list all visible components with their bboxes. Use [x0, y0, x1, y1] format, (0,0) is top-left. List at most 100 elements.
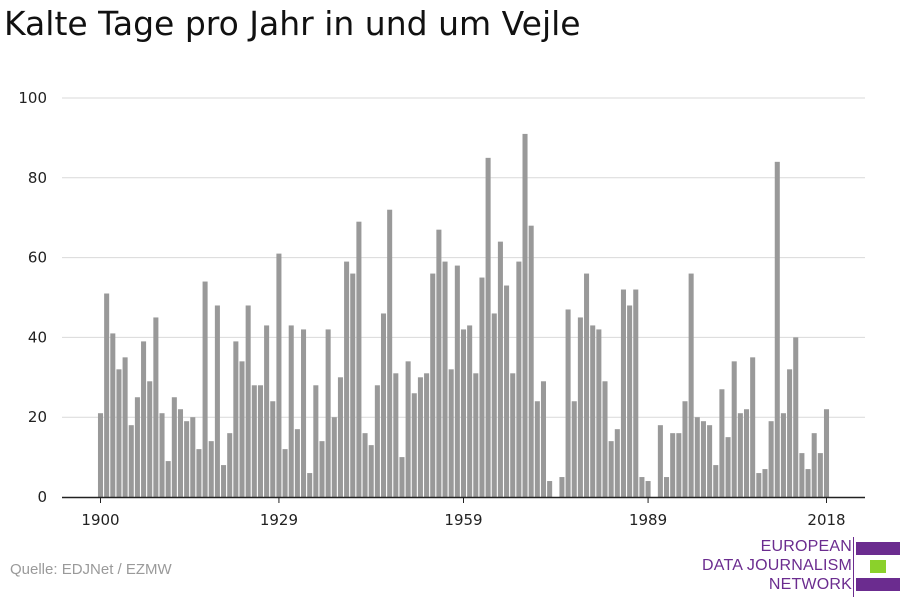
bar-1944 — [368, 445, 374, 497]
bar-1969 — [522, 133, 528, 497]
bar-1930 — [282, 449, 288, 497]
bar-1992 — [664, 477, 670, 497]
bar-1954 — [430, 273, 436, 497]
bar-1960 — [467, 325, 473, 497]
bar-1904 — [122, 357, 128, 497]
bar-1973 — [547, 481, 553, 497]
bar-1961 — [473, 373, 479, 497]
bar-1924 — [245, 305, 251, 497]
bar-2000 — [713, 465, 719, 497]
bar-1925 — [251, 385, 257, 497]
bar-2010 — [774, 161, 780, 497]
bar-1958 — [454, 265, 460, 497]
bar-1911 — [165, 461, 171, 497]
bar-1968 — [516, 261, 522, 497]
bar-2018 — [823, 409, 830, 497]
bar-1937 — [325, 329, 331, 497]
bar-2008 — [762, 469, 768, 497]
bar-1910 — [159, 413, 165, 497]
bar-1915 — [190, 417, 196, 497]
bar-1912 — [171, 397, 177, 497]
x-tick-label-2018: 2018 — [807, 511, 845, 529]
bar-1975 — [559, 477, 565, 497]
bar-1991 — [657, 425, 663, 497]
bar-2009 — [768, 421, 774, 497]
bar-1981 — [596, 329, 602, 497]
bar-1964 — [491, 313, 497, 497]
bar-1901 — [104, 293, 110, 497]
bar-2004 — [737, 413, 743, 497]
bar-1941 — [350, 273, 356, 497]
bar-1903 — [116, 369, 122, 497]
bar-1928 — [270, 401, 276, 497]
bar-1933 — [301, 329, 307, 497]
bar-1926 — [257, 385, 263, 497]
bar-1986 — [627, 305, 633, 497]
bar-1923 — [239, 361, 245, 497]
x-tick-label-1959: 1959 — [444, 511, 482, 529]
bar-1917 — [202, 281, 208, 497]
bar-1996 — [688, 273, 694, 497]
bar-1900 — [97, 413, 104, 497]
bar-2006 — [750, 357, 756, 497]
bar-2017 — [817, 453, 823, 497]
bar-1976 — [565, 309, 571, 497]
bar-1940 — [344, 261, 350, 497]
bar-2011 — [780, 413, 786, 497]
bar-2014 — [799, 453, 805, 497]
bar-1916 — [196, 449, 202, 497]
bar-1995 — [682, 401, 688, 497]
bar-1945 — [374, 385, 380, 497]
y-tick-label-0: 0 — [37, 488, 47, 506]
bar-1951 — [411, 393, 417, 497]
bar-1979 — [584, 273, 590, 497]
bar-1972 — [540, 381, 547, 497]
logo-line-2: DATA JOURNALISM — [702, 557, 852, 574]
bar-1956 — [442, 261, 448, 497]
bar-1962 — [479, 277, 485, 497]
bar-1987 — [633, 289, 639, 497]
bar-1909 — [153, 317, 159, 497]
bar-1966 — [504, 285, 510, 497]
x-tick-label-1900: 1900 — [81, 511, 119, 529]
bar-1902 — [110, 333, 116, 497]
bar-1939 — [337, 377, 343, 497]
logo-bar-1 — [856, 542, 900, 555]
bar-1932 — [294, 429, 300, 497]
axes — [62, 496, 865, 503]
bar-1999 — [707, 425, 713, 497]
bars — [97, 133, 830, 498]
edjnet-logo: EUROPEAN DATA JOURNALISM NETWORK — [700, 537, 900, 597]
bar-1989 — [645, 481, 651, 497]
bar-2012 — [787, 369, 793, 497]
bar-1994 — [676, 433, 682, 497]
bar-1931 — [288, 325, 294, 497]
bar-1905 — [128, 425, 134, 497]
bar-2003 — [731, 361, 737, 497]
bar-1919 — [214, 305, 220, 497]
y-tick-label-40: 40 — [28, 328, 47, 346]
bar-1950 — [405, 361, 411, 497]
x-tick-label-1929: 1929 — [260, 511, 298, 529]
bar-1929 — [276, 253, 282, 497]
bar-1947 — [387, 209, 393, 497]
x-tick-labels: 1900 1929 1959 1989 2018 — [81, 511, 845, 529]
bar-1942 — [356, 221, 362, 497]
bar-1955 — [436, 229, 442, 498]
logo-line-1: EUROPEAN — [760, 538, 852, 555]
y-tick-labels: 0 20 40 60 80 100 — [18, 89, 47, 506]
bar-1921 — [227, 433, 233, 497]
bar-1977 — [571, 401, 577, 497]
bar-1998 — [700, 421, 706, 497]
bar-2001 — [719, 389, 725, 497]
bar-1946 — [380, 313, 387, 497]
logo-bar-3 — [856, 578, 900, 591]
bar-1943 — [362, 433, 368, 497]
bar-1918 — [208, 441, 214, 497]
y-tick-label-20: 20 — [28, 408, 47, 426]
y-tick-label-80: 80 — [28, 169, 47, 187]
bar-1963 — [485, 157, 491, 497]
bar-1959 — [460, 329, 467, 497]
bar-1988 — [639, 477, 645, 497]
